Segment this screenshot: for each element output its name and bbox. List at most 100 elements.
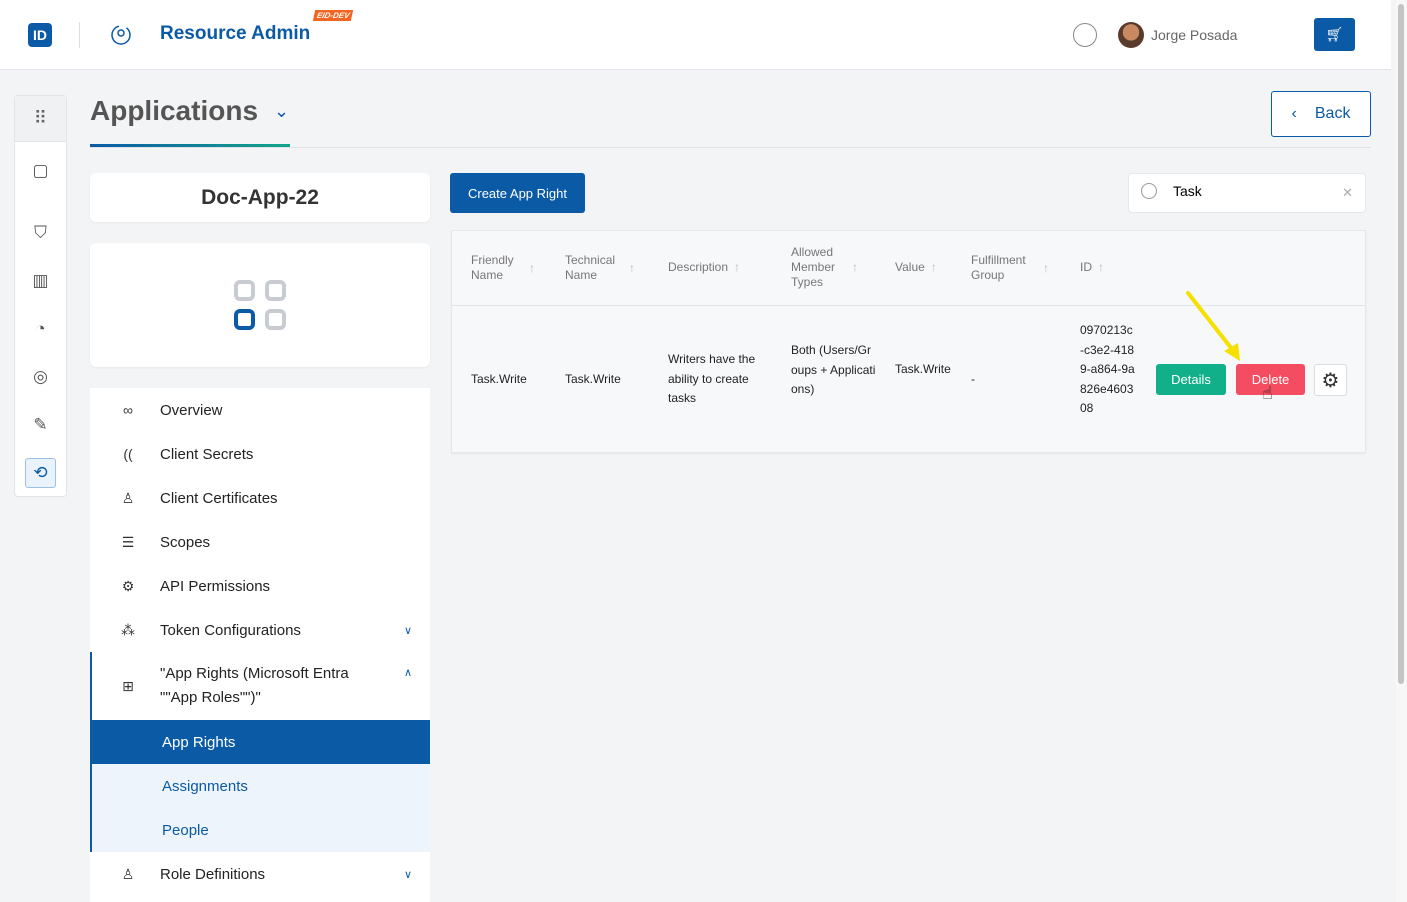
chart-icon[interactable]: ▥ [32,271,49,290]
id-logo[interactable]: ID [28,23,52,47]
app-title-group: Resource Admin EID-DEV [160,10,354,45]
header-label: Allowed Member Types [791,245,836,289]
column-header-fulfillment-group[interactable]: Fulfillment Group ↑ [971,253,1049,283]
user-name[interactable]: Jorge Posada [1151,27,1238,43]
cart-icon: 🛒︎ [1325,26,1344,42]
menu-label: API Permissions [160,577,271,595]
menu-label: Token Configurations [160,621,301,639]
search-box[interactable]: ✕ [1128,173,1366,213]
globe-icon[interactable] [1073,23,1097,47]
menu-item-api-permissions[interactable]: ⚙ API Permissions [90,564,430,608]
menu-item-app-rights-group[interactable]: ⊞ "App Rights (Microsoft Entra ""App Role… [90,652,430,720]
gear-icon: ⚙ [121,577,135,594]
menu-label: People [162,821,209,839]
menu-item-token-configurations[interactable]: ⁂ Token Configurations ∨ [90,608,430,652]
sort-arrow-icon[interactable]: ↑ [852,260,858,274]
page-title-group[interactable]: Applications ⌄ [90,95,289,127]
cart-icon[interactable]: ⛉ [34,223,47,242]
gauge-icon[interactable]: ◔ [35,319,46,338]
divider [79,22,80,48]
app-logo [90,243,430,367]
column-header-value[interactable]: Value ↑ [895,260,937,275]
column-header-technical-name[interactable]: Technical Name ↑ [565,253,635,283]
cell-fulfillment-group: - [971,372,975,386]
search-input[interactable] [1173,183,1333,199]
chevron-down-icon[interactable]: ∨ [403,624,412,637]
app-rights-table: Friendly Name ↑ Technical Name ↑ Descripti… [451,230,1366,453]
sort-arrow-icon[interactable]: ↑ [629,260,635,275]
env-badge: EID-DEV [313,10,354,21]
menu-label: App Rights [162,733,236,751]
create-app-right-button[interactable]: Create App Right [450,173,585,213]
cell-technical-name: Task.Write [565,372,621,386]
menu-item-overview[interactable]: ∞ Overview [90,388,430,432]
search-icon [1141,183,1157,199]
scrollbar[interactable] [1396,0,1407,902]
gear-icon: ⚙ [1321,369,1340,392]
chevron-left-icon: ‹ [1291,105,1297,122]
sort-arrow-icon[interactable]: ↑ [930,260,937,274]
glasses-icon: ∞ [123,402,133,418]
avatar[interactable] [1118,22,1144,48]
sort-arrow-icon[interactable]: ↑ [734,260,741,274]
menu-item-client-secrets[interactable]: ((Client Secrets [90,432,430,476]
page-title[interactable]: Applications [90,95,259,126]
menu-label: Assignments [162,777,248,795]
menu-label: Scopes [160,533,211,551]
header-label: Technical Name [565,253,616,282]
submenu-item-assignments[interactable]: Assignments [92,764,430,808]
user-icon: ♙ [121,865,135,882]
chevron-down-icon[interactable]: ⌄ [274,100,290,121]
cell-friendly-name: Task.Write [471,372,527,386]
menu-label: Client Certificates [160,489,278,507]
column-header-description[interactable]: Description ↑ [668,260,740,275]
submenu-item-app-rights[interactable]: App Rights [92,720,430,764]
title-underline [90,144,290,147]
cell-description: Writers have the ability to create tasks [668,352,756,405]
menu-item-client-certificates[interactable]: ♙ Client Certificates [90,476,430,520]
resource-admin-icon [111,25,131,45]
scrollbar-thumb[interactable] [1398,4,1404,684]
left-rail: ⠿ ▢ ⛉ ▥ ◔ ◎ ✎ ⟲ [14,95,67,497]
chevron-down-icon[interactable]: ∨ [403,868,412,881]
sort-arrow-icon[interactable]: ↑ [1043,260,1049,275]
back-button[interactable]: ‹ Back [1271,91,1371,137]
menu-label: "App Rights (Microsoft Entra ""App Roles… [160,665,349,706]
column-header-allowed-member-types[interactable]: Allowed Member Types ↑ [791,245,858,290]
apps-grid-icon[interactable]: ⠿ [15,96,66,142]
sort-arrow-icon[interactable]: ↑ [529,260,535,275]
menu-item-role-definitions[interactable]: ♙ Role Definitions ∨ [90,852,430,896]
header-label: Description [668,260,729,274]
menu-item-scopes[interactable]: ☰ Scopes [90,520,430,564]
edit-document-icon[interactable]: ✎ [33,415,48,434]
active-group-indicator [90,652,92,852]
header-label: Value [895,260,925,274]
details-button[interactable]: Details [1156,364,1226,395]
column-header-friendly-name[interactable]: Friendly Name ↑ [471,253,535,283]
fingerprint-icon[interactable]: ◎ [33,367,48,386]
delete-button[interactable]: Delete [1236,364,1305,395]
clear-icon[interactable]: ✕ [1342,185,1353,200]
menu-label: Overview [160,401,223,419]
app-name: Doc-App-22 [90,173,430,222]
menu-label: Role Definitions [160,865,266,883]
gear-button[interactable]: ⚙ [1314,364,1347,396]
column-header-id[interactable]: ID ↑ [1080,260,1104,275]
cell-value: Task.Write [895,362,951,376]
chevron-up-icon[interactable]: ∧ [403,667,412,679]
annotation-arrow-icon [1186,291,1240,361]
cart-button[interactable]: 🛒︎ [1314,18,1355,51]
top-header: ID Resource Admin EID-DEV Jorge Posada 🛒… [0,0,1391,70]
resource-admin-icon[interactable]: ⟲ [25,458,56,488]
app-title[interactable]: Resource Admin [160,23,311,44]
list-icon: ☰ [121,533,135,550]
header-label: Friendly Name [471,253,514,282]
divider [90,147,1371,148]
sort-arrow-icon[interactable]: ↑ [1098,260,1104,274]
header-label: ID [1080,260,1092,274]
back-label: Back [1314,105,1351,122]
network-icon: ⁂ [121,621,135,638]
id-icon[interactable]: ▢ [32,161,49,180]
submenu-item-people[interactable]: People [92,808,430,852]
header-label: Fulfillment Group [971,253,1026,282]
